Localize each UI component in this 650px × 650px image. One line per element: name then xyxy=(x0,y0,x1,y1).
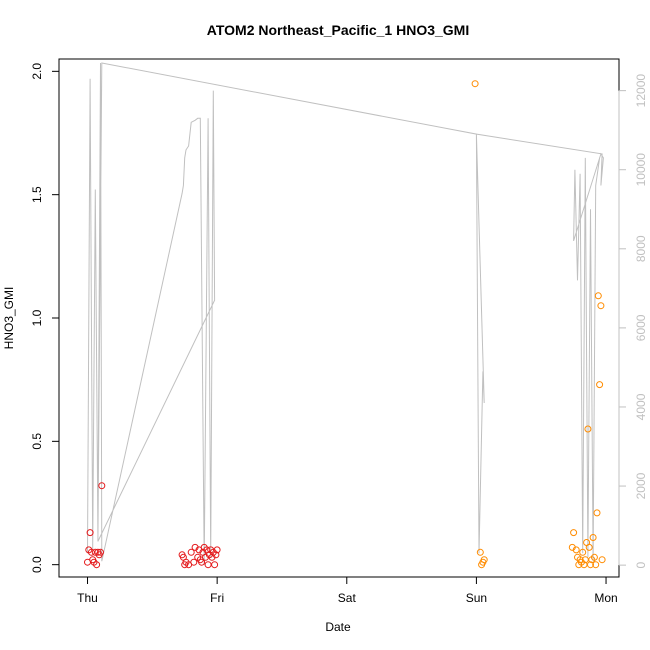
y-right-tick-label: 4000 xyxy=(634,393,648,420)
data-point xyxy=(589,534,597,541)
y-axis-left: 0.0 0.5 1.0 1.5 2.0 xyxy=(30,63,60,573)
data-point xyxy=(190,558,198,566)
plot-frame xyxy=(58,58,620,578)
data-point xyxy=(213,546,221,554)
y-right-tick-label: 12000 xyxy=(634,74,648,108)
data-point xyxy=(204,561,212,569)
data-point xyxy=(585,543,593,551)
data-point xyxy=(211,561,219,569)
x-axis: Thu Fri Sat Sun Mon xyxy=(77,576,618,605)
data-point xyxy=(592,561,600,569)
data-point xyxy=(590,553,598,561)
data-point xyxy=(86,529,94,537)
data-point xyxy=(187,548,195,556)
data-point xyxy=(98,482,106,490)
data-point xyxy=(212,551,220,559)
data-point xyxy=(579,548,587,556)
x-tick-label: Sun xyxy=(466,591,487,605)
x-tick-label: Fri xyxy=(210,591,224,605)
data-point xyxy=(198,558,206,566)
data-point xyxy=(570,529,578,537)
data-point xyxy=(476,548,484,556)
x-tick-label: Sat xyxy=(338,591,357,605)
y-tick-label: 1.5 xyxy=(30,186,44,203)
data-point xyxy=(584,425,592,433)
y-right-tick-label: 2000 xyxy=(634,472,648,499)
y-axis-label: HNO3_GMI xyxy=(2,287,16,350)
data-point xyxy=(93,561,101,569)
data-point xyxy=(587,561,594,569)
data-point xyxy=(593,509,601,517)
scatter-points-layer xyxy=(84,80,606,569)
y-tick-label: 1.0 xyxy=(30,309,44,326)
y-right-tick-label: 6000 xyxy=(634,314,648,341)
data-point xyxy=(97,548,104,556)
data-point xyxy=(480,556,488,564)
x-axis-label: Date xyxy=(325,620,351,634)
data-point xyxy=(598,556,606,564)
data-point xyxy=(471,80,479,88)
y-right-tick-label: 8000 xyxy=(634,235,648,262)
y-right-tick-label: 0 xyxy=(634,561,648,568)
y-tick-label: 0.0 xyxy=(30,556,44,573)
y-tick-label: 2.0 xyxy=(30,63,44,80)
data-point xyxy=(596,381,604,389)
x-tick-label: Mon xyxy=(594,591,617,605)
data-point xyxy=(594,292,602,300)
chart-title: ATOM2 Northeast_Pacific_1 HNO3_GMI xyxy=(207,22,469,38)
y-tick-label: 0.5 xyxy=(30,433,44,450)
data-point xyxy=(572,546,580,554)
altitude-line xyxy=(87,62,604,566)
y-right-tick-label: 10000 xyxy=(634,153,648,187)
data-point xyxy=(597,302,605,310)
x-tick-label: Thu xyxy=(77,591,98,605)
secondary-line-layer xyxy=(87,62,604,566)
y-axis-right: 0 2000 4000 6000 8000 10000 12000 xyxy=(618,74,648,568)
